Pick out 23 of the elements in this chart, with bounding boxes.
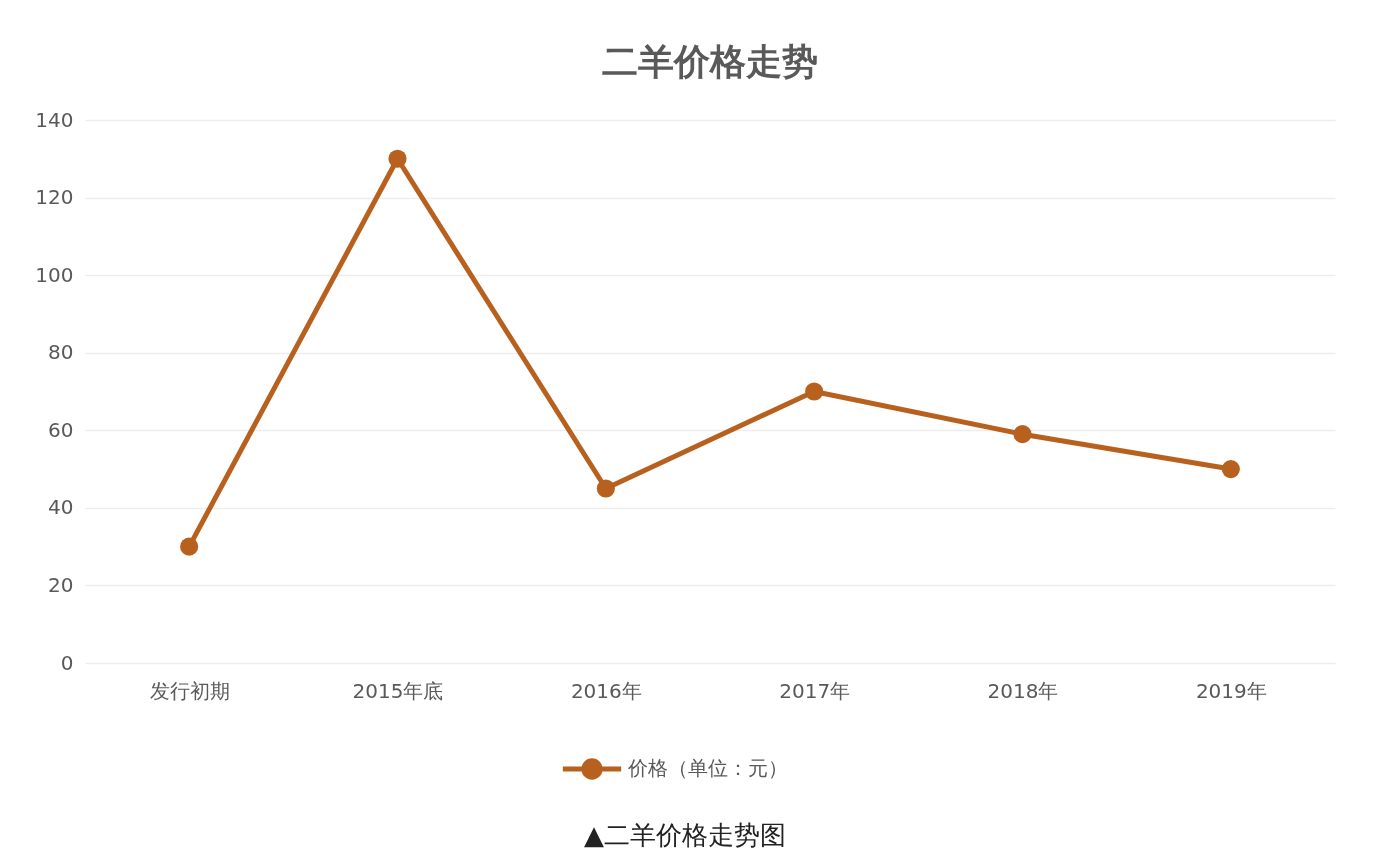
x-tick-label: 2019年 (1195, 678, 1267, 703)
x-tick-label: 2018年 (987, 678, 1059, 703)
point (388, 149, 407, 168)
point (180, 537, 199, 556)
legend-label: 价格（单位：元） (627, 756, 788, 780)
text: ▲二羊价格走势图 (584, 820, 786, 850)
y-tick-label: 120 (35, 185, 74, 210)
y-tick-label: 100 (35, 262, 74, 287)
x-tick-label: 2016年 (570, 678, 642, 703)
y-tick-label: 20 (48, 572, 74, 597)
y-tick-label: 60 (48, 417, 74, 442)
point (1013, 425, 1032, 444)
x-tick-label: 2015年底 (352, 678, 444, 703)
y-tick-label: 140 (35, 107, 74, 132)
x-tick-label: 2017年 (779, 678, 851, 703)
point (596, 479, 615, 498)
x-tick-label: 发行初期 (149, 678, 230, 703)
point (805, 382, 824, 401)
y-tick-label: 40 (48, 495, 74, 520)
point (1221, 460, 1240, 479)
y-tick-label: 80 (48, 340, 74, 365)
chart-title: 二羊价格走势 (602, 41, 818, 82)
y-tick-label: 0 (60, 650, 74, 675)
